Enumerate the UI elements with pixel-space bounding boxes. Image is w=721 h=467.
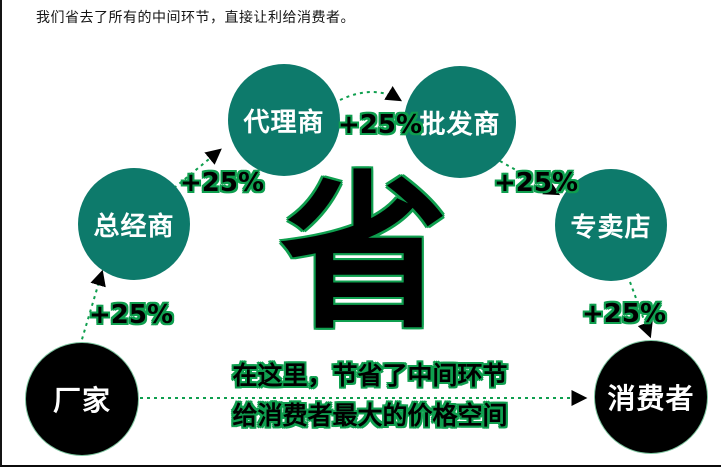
node-wholesaler: 批发商 bbox=[404, 66, 516, 178]
node-agent-label: 代理商 bbox=[243, 107, 325, 138]
arrow-distributor-to-agent bbox=[173, 148, 222, 189]
markup-label-wholesaler-store: +25% bbox=[494, 168, 579, 198]
arrow-agent-to-wholesaler bbox=[339, 86, 403, 102]
headline-text: 我们省去了所有的中间环节，直接让利给消费者。 bbox=[36, 10, 355, 26]
caption: 在这里，节省了中间环节 给消费者最大的价格空间 bbox=[200, 356, 540, 436]
node-consumer-label: 消费者 bbox=[607, 382, 695, 415]
arrow-store-to-consumer bbox=[629, 281, 653, 339]
node-specialty-store: 专卖店 bbox=[555, 169, 667, 281]
node-general-distributor-label: 总经商 bbox=[93, 211, 175, 242]
markup-label-manufacturer-distributor: +25% bbox=[89, 300, 174, 330]
arrow-manufacturer-to-distributor bbox=[79, 269, 106, 347]
markup-label-agent-wholesaler: +25% bbox=[338, 110, 423, 140]
caption-line2: 给消费者最大的价格空间 bbox=[232, 401, 508, 430]
node-consumer: 消费者 bbox=[595, 341, 707, 453]
node-specialty-store-label: 专卖店 bbox=[570, 212, 652, 243]
save-character: 省 bbox=[280, 156, 448, 352]
node-manufacturer-label: 厂家 bbox=[52, 384, 111, 417]
node-general-distributor: 总经商 bbox=[78, 168, 190, 280]
node-agent: 代理商 bbox=[228, 64, 340, 176]
caption-line1: 在这里，节省了中间环节 bbox=[232, 361, 508, 390]
markup-label-store-consumer: +25% bbox=[582, 299, 667, 329]
markup-label-distributor-agent: +25% bbox=[180, 168, 265, 198]
node-manufacturer: 厂家 bbox=[26, 343, 138, 455]
node-wholesaler-label: 批发商 bbox=[419, 109, 501, 140]
